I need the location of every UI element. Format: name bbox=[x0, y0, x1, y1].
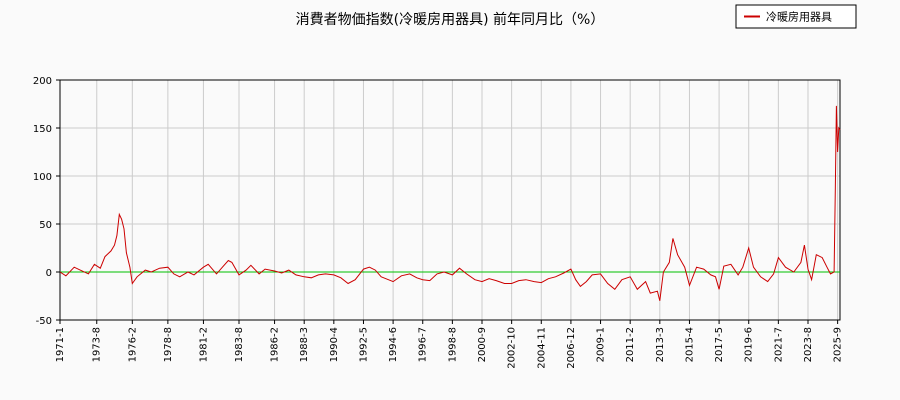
x-tick-label: 2009-1 bbox=[596, 327, 607, 362]
x-tick-label: 2025-9 bbox=[833, 327, 844, 362]
x-tick-label: 2015-4 bbox=[684, 327, 695, 362]
x-tick-label: 2017-5 bbox=[714, 327, 725, 362]
x-tick-label: 2006-12 bbox=[566, 327, 577, 369]
y-tick-label: 100 bbox=[33, 172, 52, 183]
x-tick-label: 2019-6 bbox=[744, 327, 755, 362]
x-tick-label: 2002-10 bbox=[507, 327, 518, 369]
legend-box bbox=[735, 4, 857, 29]
y-tick-label: 150 bbox=[33, 124, 52, 135]
y-axis-ticks: -50 0 50 100 150 200 bbox=[33, 76, 60, 327]
x-tick-label: 2000-9 bbox=[477, 327, 488, 362]
x-tick-label: 1983-8 bbox=[234, 327, 245, 362]
x-tick-label: 1996-7 bbox=[418, 327, 429, 362]
series-line-heating-cooling-appliances bbox=[59, 105, 841, 301]
x-tick-label: 1978-8 bbox=[163, 327, 174, 362]
y-tick-label: 0 bbox=[46, 268, 52, 279]
x-tick-label: 1998-8 bbox=[447, 327, 458, 362]
x-tick-label: 2021-7 bbox=[773, 327, 784, 362]
x-tick-label: 2004-11 bbox=[536, 327, 547, 369]
legend-label: 冷暖房用器具 bbox=[766, 11, 832, 24]
y-tick-label: 50 bbox=[39, 220, 52, 231]
x-tick-label: 1971-1 bbox=[55, 327, 66, 362]
x-tick-label: 1994-6 bbox=[388, 327, 399, 362]
x-tick-label: 1990-4 bbox=[329, 327, 340, 362]
y-tick-label: 200 bbox=[33, 76, 52, 87]
x-tick-label: 1976-2 bbox=[127, 327, 138, 362]
x-axis-ticks: 1971-1 1973-8 1976-2 1978-8 1981-2 1983-8 1986… bbox=[55, 320, 844, 369]
x-tick-label: 1992-5 bbox=[358, 327, 369, 362]
gridlines bbox=[59, 79, 840, 321]
x-tick-label: 1988-3 bbox=[299, 327, 310, 362]
x-tick-label: 1981-2 bbox=[198, 327, 209, 362]
y-tick-label: -50 bbox=[36, 316, 52, 327]
chart-title: 消費者物価指数(冷暖房用器具) 前年同月比（%） bbox=[296, 11, 605, 28]
plot-frame bbox=[59, 79, 841, 321]
x-tick-label: 2011-2 bbox=[625, 327, 636, 362]
x-tick-label: 1986-2 bbox=[270, 327, 281, 362]
x-tick-label: 1973-8 bbox=[92, 327, 103, 362]
x-tick-label: 2023-8 bbox=[803, 327, 814, 362]
legend: 冷暖房用器具 bbox=[735, 4, 857, 29]
x-tick-label: 2013-3 bbox=[655, 327, 666, 362]
